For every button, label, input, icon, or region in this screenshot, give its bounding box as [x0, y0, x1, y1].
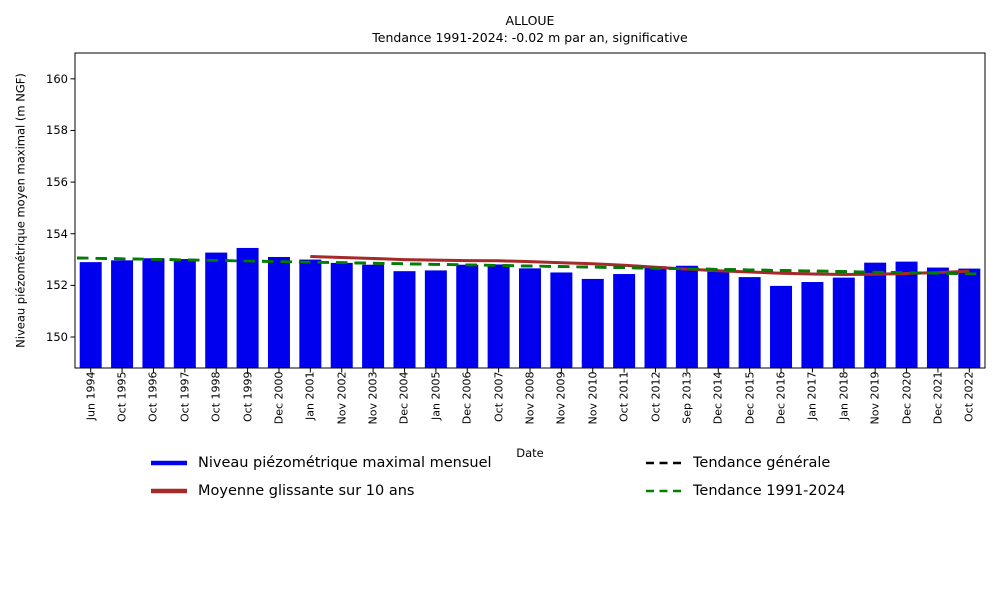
rolling-mean-line	[310, 255, 970, 277]
x-tick-label: Jan 2017	[805, 371, 819, 420]
bar	[801, 282, 824, 368]
x-tick-label: Jan 2001	[303, 371, 317, 420]
legend-item: Tendance générale	[645, 453, 830, 473]
x-tick-label: Dec 2015	[743, 371, 757, 425]
bar	[770, 285, 793, 368]
x-tick-label: Dec 2000	[272, 371, 286, 425]
trend-line-1991-2024	[76, 256, 984, 276]
y-tick-label: 154	[46, 226, 68, 241]
bar	[205, 252, 228, 368]
bar	[675, 265, 698, 368]
bar	[864, 262, 887, 368]
bar	[393, 271, 416, 368]
x-tick-label: Dec 2021	[931, 371, 945, 425]
trend-general-swatch-icon	[646, 461, 682, 465]
x-tick-label: Dec 2014	[711, 371, 725, 425]
legend-label: Tendance 1991-2024	[693, 483, 846, 499]
legend-item: Niveau piézométrique maximal mensuel	[150, 453, 492, 473]
rolling-mean-swatch-icon	[151, 488, 187, 494]
x-tick-label: Jan 2018	[837, 371, 851, 420]
x-tick-label: Nov 2003	[366, 371, 380, 425]
x-tick-label: Oct 1999	[241, 371, 255, 423]
x-tick-label: Sep 2013	[680, 371, 694, 424]
bar	[644, 266, 667, 368]
x-tick-label: Oct 1996	[146, 371, 160, 423]
bar	[267, 256, 290, 368]
x-tick-label: Oct 1997	[178, 371, 192, 423]
bar	[330, 262, 353, 368]
bar-series-swatch-icon	[151, 460, 187, 466]
bar	[424, 270, 447, 368]
bar	[236, 247, 259, 368]
y-tick-label: 152	[46, 278, 68, 293]
bar	[581, 278, 604, 368]
x-tick-label: Nov 2019	[868, 371, 882, 425]
x-tick-label: Dec 2016	[774, 371, 788, 425]
bar	[738, 277, 761, 368]
chart-subtitle: Tendance 1991-2024: -0.02 m par an, sign…	[372, 30, 688, 45]
x-axis-label: Date	[516, 446, 544, 460]
x-tick-label: Dec 2006	[460, 371, 474, 425]
bar	[487, 264, 510, 368]
x-tick-label: Oct 2007	[492, 371, 506, 423]
y-tick-label: 156	[46, 175, 68, 190]
bar	[926, 267, 949, 368]
x-tick-label: Nov 2002	[335, 371, 349, 425]
y-tick-label: 158	[46, 123, 68, 138]
legend-label: Niveau piézométrique maximal mensuel	[198, 455, 492, 471]
x-tick-label: Dec 2020	[900, 371, 914, 425]
x-tick-label: Oct 1998	[209, 371, 223, 423]
x-tick-label: Oct 2022	[962, 371, 976, 423]
bar	[362, 264, 385, 368]
bar	[707, 271, 730, 368]
x-tick-label: Oct 1995	[115, 371, 129, 423]
bar	[895, 261, 918, 368]
y-tick-label: 160	[46, 71, 68, 86]
y-tick-label: 150	[46, 330, 68, 345]
legend-label: Moyenne glissante sur 10 ans	[198, 483, 415, 499]
bar	[111, 260, 134, 368]
x-tick-label: Jan 2005	[429, 371, 443, 420]
bar	[613, 274, 636, 368]
x-tick-label: Oct 2012	[649, 371, 663, 423]
bar	[456, 264, 479, 368]
bar	[519, 268, 541, 368]
legend-label: Tendance générale	[693, 455, 831, 471]
bar	[173, 259, 196, 368]
x-tick-label: Dec 2004	[397, 371, 411, 425]
bar	[142, 258, 165, 368]
bar	[550, 272, 573, 368]
chart-title: ALLOUE	[505, 13, 555, 28]
x-tick-label: Jun 1994	[84, 371, 98, 421]
x-tick-label: Nov 2009	[554, 371, 568, 425]
bar	[832, 277, 855, 368]
x-tick-label: Nov 2008	[523, 371, 537, 425]
legend-item: Moyenne glissante sur 10 ans	[150, 481, 414, 501]
legend-item: Tendance 1991-2024	[645, 481, 845, 501]
bar	[79, 262, 102, 368]
bar	[299, 259, 322, 368]
trend-1991-2024-swatch-icon	[646, 489, 682, 493]
x-tick-label: Nov 2010	[586, 371, 600, 425]
bar	[958, 268, 981, 368]
x-tick-label: Oct 2011	[617, 371, 631, 423]
